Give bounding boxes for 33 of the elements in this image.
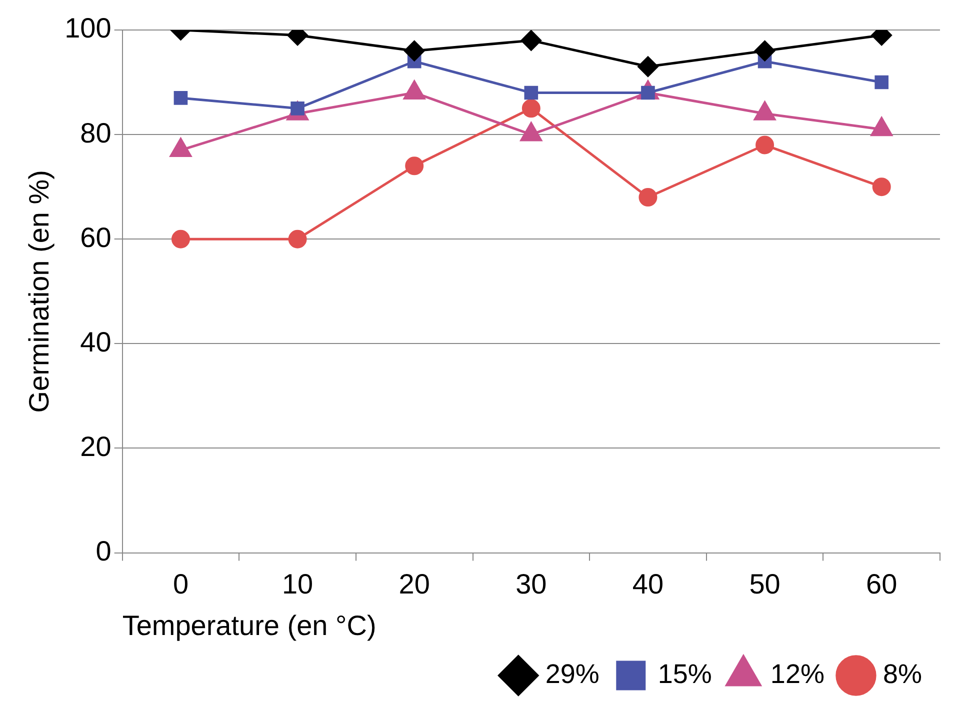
point: [288, 230, 307, 248]
y-tick-label: 0: [96, 536, 112, 567]
point: [872, 178, 891, 196]
point: [874, 75, 888, 90]
point: [174, 91, 188, 105]
point: [171, 230, 190, 248]
x-axis-title: Temperature (en °C): [122, 610, 376, 641]
legend-label: 8%: [882, 658, 922, 689]
y-axis-title: Germination (en %): [24, 170, 55, 413]
y-tick-label: 60: [80, 222, 112, 253]
y-tick-label: 80: [80, 117, 112, 148]
x-tick-label: 10: [282, 568, 314, 600]
legend-label: 15%: [658, 658, 712, 689]
point: [520, 30, 542, 51]
x-tick-label: 40: [632, 568, 664, 600]
point: [405, 156, 424, 176]
point: [756, 136, 774, 154]
point: [638, 56, 658, 77]
x-tick-label: 0: [172, 568, 189, 600]
y-tick-label: 20: [80, 430, 112, 462]
point: [638, 188, 658, 207]
point: [754, 40, 776, 62]
legend-label: 12%: [770, 658, 824, 689]
legend-label: 29%: [545, 658, 600, 689]
y-tick-label: 40: [80, 326, 112, 358]
x-tick-label: 20: [398, 568, 430, 600]
point: [522, 99, 540, 118]
point: [404, 40, 425, 62]
point: [524, 86, 538, 100]
x-tick-label: 60: [866, 568, 898, 600]
y-tick-label: 100: [64, 12, 112, 44]
x-tick-label: 30: [516, 568, 547, 600]
x-tick-label: 50: [749, 568, 780, 600]
